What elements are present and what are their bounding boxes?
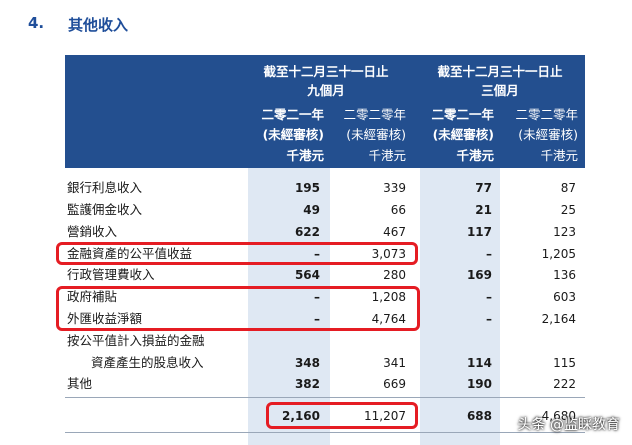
section-title: 其他收入 [68,16,129,34]
cell-value: 2,164 [541,312,576,326]
cell-value: – [486,290,492,304]
cell-value: 77 [475,181,492,195]
header-col4-year: 二零二零年 [515,107,578,122]
header-col2-unit: 千港元 [368,148,406,163]
row-label: 資產產生的股息收入 [91,355,204,370]
header-col2-status: (未經審核) [346,127,406,142]
total-top-rule [65,397,585,398]
row-label: 政府補貼 [67,289,118,304]
cell-value: 66 [390,203,406,217]
cell-value: 339 [383,181,406,195]
cell-value: 603 [553,290,576,304]
watermark: 头条 @监睬教育 [517,417,620,433]
row-label: 行政管理費收入 [67,267,155,282]
section-number: 4. [28,14,45,32]
row-label: 銀行利息收入 [67,180,143,195]
total-value: 2,160 [282,409,320,423]
row-label: 外匯收益淨額 [67,311,143,326]
cell-value: 114 [466,356,492,370]
header-col1-year: 二零二一年 [261,107,324,122]
cell-value: – [486,247,492,261]
cell-value: 669 [383,377,406,391]
cell-value: 117 [466,225,492,239]
cell-value: – [314,290,320,304]
header-col2-year: 二零二零年 [343,107,406,122]
cell-value: – [486,312,492,326]
cell-value: 4,764 [371,312,406,326]
total-bottom-rule [65,432,585,433]
cell-value: 348 [294,356,320,370]
cell-value: 115 [553,356,576,370]
total-value: 11,207 [364,409,406,423]
header-group-three-months-sub: 三個月 [481,83,519,98]
row-label: 監護佣金收入 [67,202,143,217]
cell-value: – [314,247,320,261]
header-col3-year: 二零二一年 [431,107,494,122]
column-shade-nine-months-2021 [248,168,330,445]
table-header [65,55,585,168]
highlight-box-subsidy-fx [56,286,420,331]
total-value: 688 [466,409,492,423]
header-col1-unit: 千港元 [286,148,324,163]
cell-value: 123 [553,225,576,239]
cell-value: 341 [383,356,406,370]
row-label: 營銷收入 [67,224,118,239]
row-label: 按公平值計入損益的金融 [67,333,205,348]
cell-value: 169 [466,268,492,282]
header-col4-status: (未經審核) [518,127,578,142]
cell-value: 222 [553,377,576,391]
header-group-three-months: 截至十二月三十一日止 [437,64,563,79]
cell-value: 1,205 [541,247,576,261]
cell-value: 49 [303,203,320,217]
total-value: 4,680 [541,409,576,423]
cell-value: 280 [383,268,406,282]
cell-value: 21 [475,203,492,217]
header-col4-unit: 千港元 [540,148,578,163]
cell-value: 190 [466,377,492,391]
header-group-nine-months-sub: 九個月 [307,83,345,98]
cell-value: 1,208 [371,290,406,304]
cell-value: 622 [294,225,320,239]
cell-value: 382 [294,377,320,391]
cell-value: 195 [294,181,320,195]
cell-value: 564 [294,268,320,282]
cell-value: – [314,312,320,326]
highlight-box-total [266,402,418,429]
highlight-box-fair-value-gain [56,242,418,265]
cell-value: 136 [553,268,576,282]
column-shade-three-months-2021 [420,168,500,445]
row-label: 其他 [67,376,93,391]
header-group-nine-months: 截至十二月三十一日止 [263,64,389,79]
cell-value: 25 [560,203,576,217]
cell-value: 3,073 [371,247,406,261]
cell-value: 87 [560,181,576,195]
header-col3-status: (未經審核) [432,127,494,142]
header-col1-status: (未經審核) [262,127,324,142]
row-label: 金融資產的公平值收益 [67,246,193,261]
cell-value: 467 [383,225,406,239]
header-col3-unit: 千港元 [456,148,494,163]
